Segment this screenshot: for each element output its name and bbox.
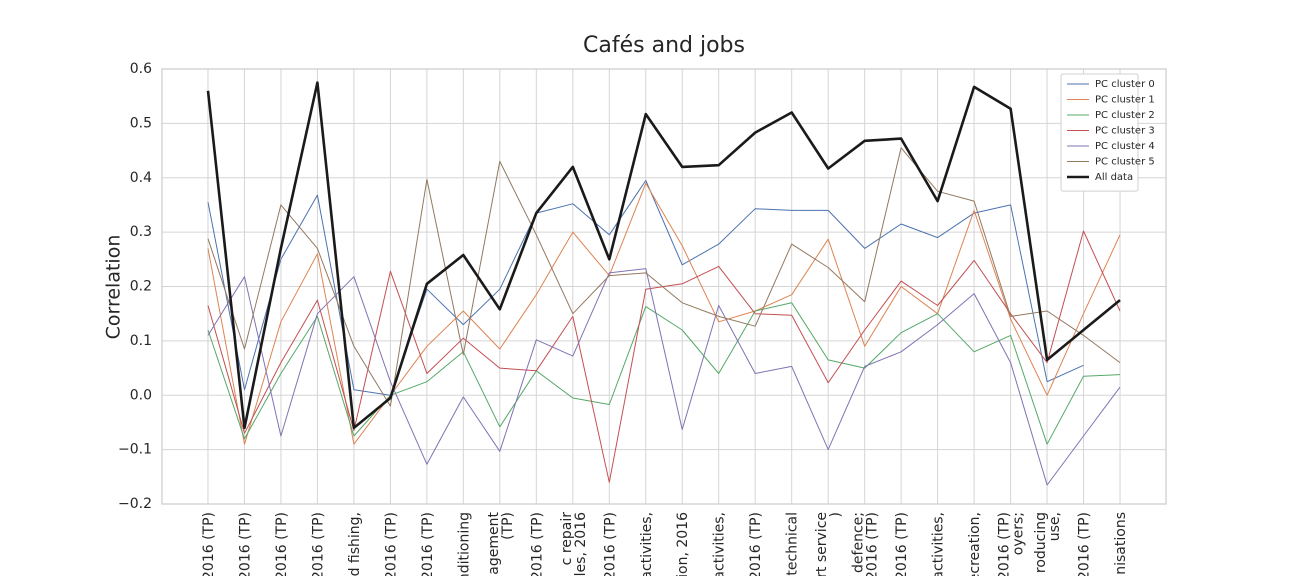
series-line (206, 81, 1121, 430)
y-tick-label: 0.5 (130, 115, 152, 131)
x-tick-label: nagement(TP) (486, 512, 516, 576)
x-tick-label: 2016 (TP)oyers; (997, 512, 1027, 576)
y-tick-label: −0.2 (118, 496, 152, 512)
y-tick-label: 0.2 (130, 279, 152, 295)
series-line (207, 180, 1084, 396)
x-tick-label: technical (785, 512, 801, 576)
legend-label: PC cluster 1 (1095, 95, 1155, 106)
series-line (207, 268, 1121, 486)
x-tick-label: 2016 (TP) (274, 512, 290, 576)
x-tick-label: nditioning (456, 512, 472, 576)
legend-label: PC cluster 3 (1095, 126, 1155, 137)
y-tick-label: 0.1 (130, 333, 152, 349)
x-tick-label: 2016 (TP) (237, 512, 253, 576)
x-tick-label: 2016 (TP) (310, 512, 326, 576)
x-tick-label: c repairles, 2016 (559, 512, 589, 576)
x-tick-label: 2016 (TP) (748, 512, 764, 576)
plot-frame (161, 68, 1167, 505)
legend-label: PC cluster 2 (1095, 110, 1155, 121)
x-tick-label: 2016 (TP) (420, 512, 436, 576)
x-tick-label: rt service) (814, 512, 844, 576)
x-tick-label: activities, (639, 512, 655, 576)
x-tick-label: d fishing, (347, 512, 363, 576)
x-tick-label: 2016 (TP) (1077, 512, 1093, 576)
x-tick-label: ecreation, (967, 512, 983, 576)
x-tick-label: 2016 (TP) (383, 512, 399, 576)
x-tick-label: ion, 2016 (675, 512, 691, 576)
x-tick-label: 2016 (TP) (201, 512, 217, 576)
x-tick-label: activities, (931, 512, 947, 576)
x-tick-label: anisations (1113, 512, 1129, 576)
y-tick-label: 0.4 (130, 170, 152, 186)
legend-label: PC cluster 0 (1095, 79, 1155, 90)
series-line (207, 302, 1121, 445)
x-tick-label: activities, (712, 512, 728, 576)
y-tick-label: −0.1 (118, 442, 152, 458)
x-tick-label: roducinguse, (1033, 512, 1063, 573)
x-tick-label: 2016 (TP) (529, 512, 545, 576)
y-tick-label: 0.6 (130, 61, 152, 77)
y-tick-label: 0.0 (130, 387, 152, 403)
series-line (207, 147, 1121, 407)
y-axis-label: Correlation (103, 235, 125, 340)
x-tick-label: 2016 (TP) (894, 512, 910, 576)
legend-label: All data (1095, 172, 1133, 183)
x-tick-label: defence;2016 (TP) (851, 512, 881, 576)
chart-title: Cafés and jobs (583, 33, 745, 58)
legend-label: PC cluster 4 (1095, 141, 1155, 152)
y-tick-label: 0.3 (130, 224, 152, 240)
x-tick-label: 2016 (TP) (602, 512, 618, 576)
series-line (207, 182, 1121, 445)
legend-label: PC cluster 5 (1095, 157, 1155, 168)
series-line (207, 230, 1121, 483)
